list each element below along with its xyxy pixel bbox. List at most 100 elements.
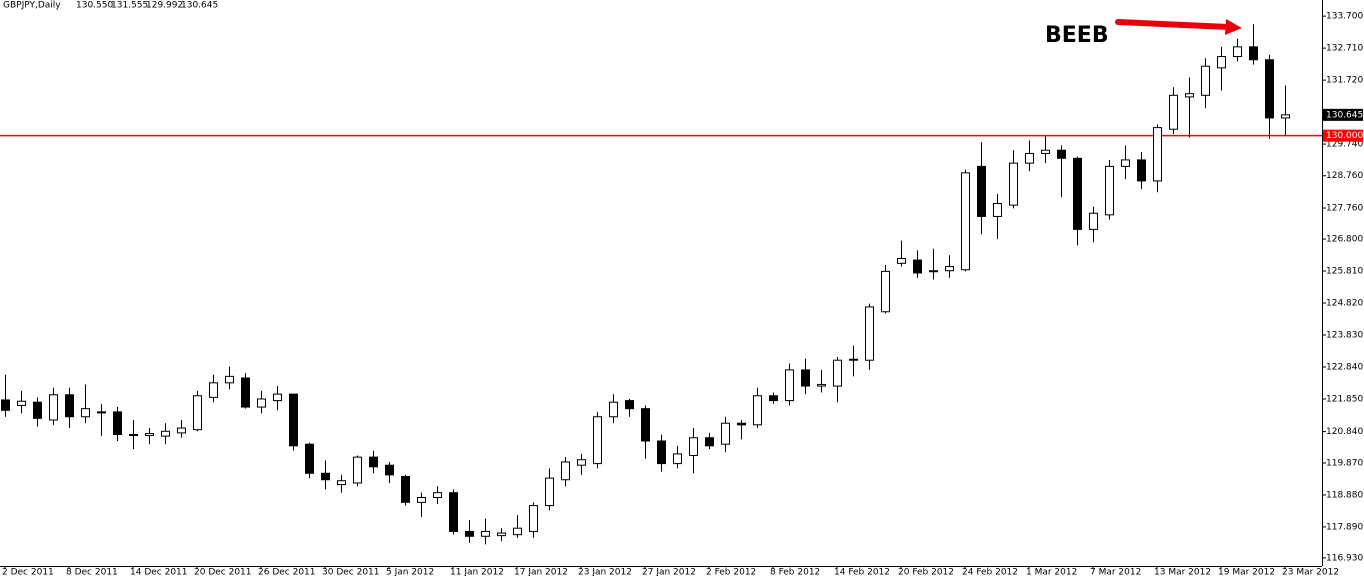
candle-body — [1089, 212, 1098, 230]
y-tick-label: 127.760 — [1326, 204, 1363, 214]
candle-body — [241, 377, 250, 408]
candle — [1041, 135, 1050, 164]
candle — [241, 373, 250, 409]
candle-body — [657, 440, 666, 465]
candle — [337, 474, 346, 493]
candle — [897, 240, 906, 267]
chart-title: GBPJPY,Daily — [3, 1, 61, 11]
candle-body — [945, 266, 954, 272]
candle — [1281, 85, 1290, 136]
candle-body — [993, 203, 1002, 217]
candle — [753, 387, 762, 429]
candle-body — [737, 422, 746, 426]
candle-body — [225, 375, 234, 384]
candle — [49, 387, 58, 425]
x-tick-label: 20 Dec 2011 — [194, 568, 252, 576]
candle-body — [129, 434, 138, 437]
candle-body — [1105, 165, 1114, 216]
candle — [1137, 151, 1146, 189]
x-tick-label: 19 Mar 2012 — [1218, 568, 1275, 576]
candle-body — [1153, 127, 1162, 182]
arrow-head — [1225, 19, 1242, 35]
candle — [305, 442, 314, 479]
candle-body — [817, 383, 826, 387]
x-tick-label: 7 Mar 2012 — [1090, 568, 1141, 576]
candle — [465, 520, 474, 543]
candle — [977, 142, 986, 235]
candle-body — [1185, 93, 1194, 98]
annotation-arrow — [1115, 19, 1242, 35]
x-tick-label: 30 Dec 2011 — [322, 568, 380, 576]
candle — [1, 374, 10, 417]
candle — [1169, 87, 1178, 135]
candle-body — [209, 382, 218, 398]
candle-body — [385, 464, 394, 476]
candle — [497, 528, 506, 542]
candle-body — [465, 530, 474, 537]
x-tick-label: 24 Feb 2012 — [962, 568, 1018, 576]
candle-body — [81, 408, 90, 418]
candle-body — [113, 411, 122, 436]
candle — [417, 492, 426, 517]
candle — [481, 518, 490, 545]
candle-body — [913, 259, 922, 274]
x-tick-label: 26 Dec 2011 — [258, 568, 316, 576]
candle — [113, 407, 122, 441]
candle — [1009, 150, 1018, 209]
candle-body — [897, 257, 906, 264]
candle — [1233, 38, 1242, 62]
candle — [881, 264, 890, 314]
candle — [193, 390, 202, 432]
x-tick-label: 20 Feb 2012 — [898, 568, 954, 576]
y-tick-label: 128.760 — [1326, 171, 1363, 181]
candle — [225, 366, 234, 390]
candle — [641, 405, 650, 459]
candle — [1265, 54, 1274, 139]
candle — [1153, 124, 1162, 193]
candle-body — [337, 480, 346, 486]
candle-body — [401, 476, 410, 503]
candle-body — [673, 453, 682, 465]
candle — [1217, 46, 1226, 91]
candle-body — [97, 411, 106, 414]
candle — [401, 474, 410, 506]
y-tick-label: 120.840 — [1326, 427, 1363, 437]
candle-body — [801, 369, 810, 387]
candle — [1073, 156, 1082, 246]
last-price-label: 130.645 — [1326, 110, 1363, 120]
candle — [785, 363, 794, 406]
candle — [177, 419, 186, 438]
candle-body — [289, 393, 298, 447]
candle — [945, 255, 954, 278]
x-tick-label: 2 Dec 2011 — [2, 568, 54, 576]
candle-body — [417, 497, 426, 503]
candle-body — [545, 477, 554, 507]
x-tick-label: 8 Feb 2012 — [770, 568, 820, 576]
candle — [1249, 24, 1258, 65]
x-tick-label: 23 Jan 2012 — [578, 568, 632, 576]
candle-body — [369, 456, 378, 468]
candle-body — [849, 358, 858, 361]
candle-body — [1201, 65, 1210, 96]
candle-body — [865, 306, 874, 361]
candle-body — [977, 165, 986, 217]
candle — [705, 432, 714, 450]
candle — [97, 403, 106, 437]
candle-body — [1041, 149, 1050, 154]
candle-body — [929, 270, 938, 273]
candle-body — [529, 505, 538, 532]
candle — [1121, 145, 1130, 180]
candle — [1057, 145, 1066, 198]
candle — [1185, 77, 1194, 138]
x-tick-label: 23 Mar 2012 — [1282, 568, 1339, 576]
y-tick-label: 118.880 — [1326, 490, 1363, 500]
y-tick-label: 132.710 — [1326, 44, 1363, 54]
x-tick-label: 1 Mar 2012 — [1026, 568, 1077, 576]
candle — [609, 394, 618, 424]
candle-body — [193, 395, 202, 431]
candle-body — [1281, 114, 1290, 119]
candle — [161, 423, 170, 445]
candle-body — [833, 359, 842, 387]
header-value: 130.645 — [181, 1, 218, 11]
candle — [353, 455, 362, 487]
